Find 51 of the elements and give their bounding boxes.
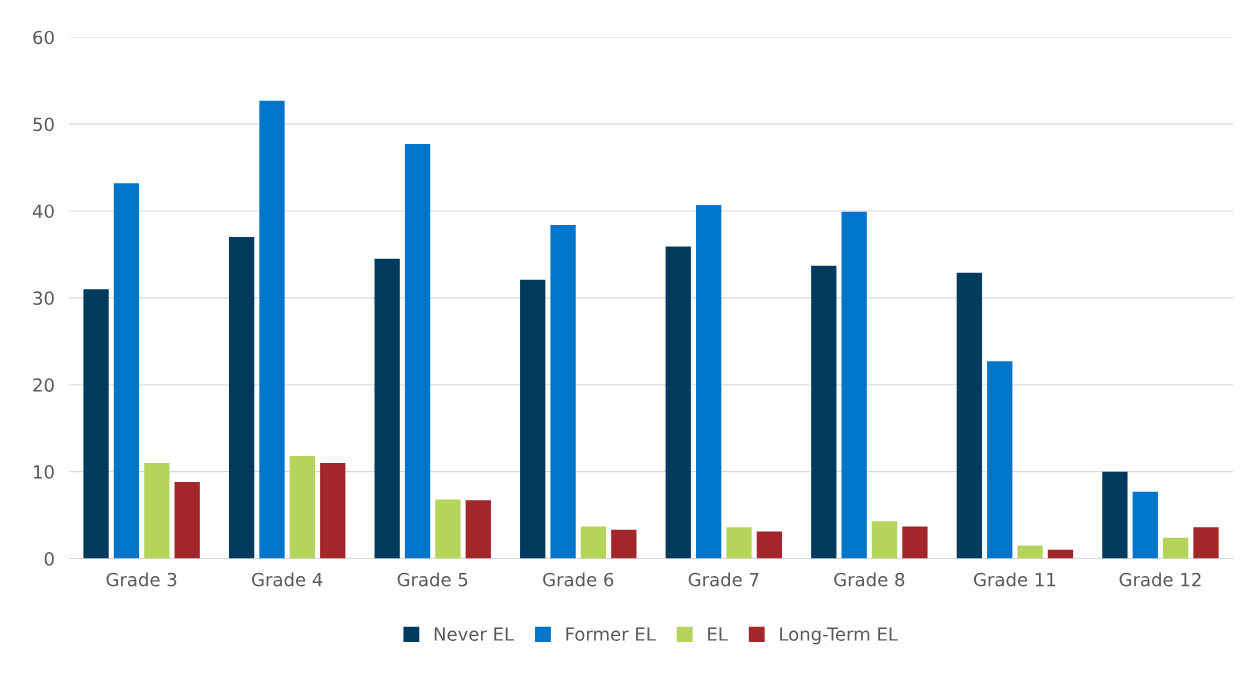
bar <box>611 529 637 559</box>
bar <box>1017 545 1043 559</box>
bar <box>695 204 722 559</box>
bar <box>756 531 783 559</box>
bar <box>871 521 898 559</box>
x-tick-label: Grade 3 <box>106 572 177 587</box>
bar <box>174 482 200 559</box>
bar <box>374 258 400 559</box>
bar <box>902 526 928 559</box>
bar <box>289 456 316 559</box>
bar <box>726 527 752 559</box>
y-tick-label: 40 <box>32 204 54 219</box>
bar <box>580 526 607 559</box>
y-tick-label: 20 <box>33 378 54 392</box>
bar <box>550 224 576 559</box>
x-tick-label: Grade 12 <box>1119 572 1201 587</box>
y-tick-label: 0 <box>44 551 54 566</box>
bar <box>228 237 255 559</box>
bar <box>1162 537 1189 559</box>
bar <box>144 462 170 559</box>
x-tick-label: Grade 7 <box>688 572 759 587</box>
bar <box>404 144 431 559</box>
y-tick-label: 30 <box>33 291 54 305</box>
bar <box>665 246 691 559</box>
bar <box>465 500 491 559</box>
x-tick-label: Grade 11 <box>974 572 1056 587</box>
x-tick-label: Grade 4 <box>252 572 323 587</box>
bar <box>987 361 1013 559</box>
legend-label: Long-Term EL <box>780 627 898 645</box>
bar <box>435 499 461 559</box>
bar <box>841 211 867 559</box>
x-tick-label: Grade 8 <box>834 572 905 587</box>
bar <box>320 462 346 559</box>
bar <box>259 100 285 559</box>
bar <box>1132 491 1158 559</box>
bar <box>1102 471 1128 559</box>
x-tick-label: Grade 6 <box>543 572 614 587</box>
y-tick-label: 60 <box>33 30 54 45</box>
bar <box>1193 527 1219 559</box>
legend-label: EL <box>708 627 728 641</box>
y-tick-label: 50 <box>33 117 54 132</box>
bar <box>113 183 140 559</box>
legend-label: Former EL <box>566 627 656 641</box>
bar <box>520 279 546 559</box>
bar <box>811 265 837 559</box>
bar <box>1047 549 1074 559</box>
legend-label: Never EL <box>434 627 514 641</box>
bar <box>956 272 982 559</box>
bar <box>83 289 109 559</box>
x-tick-label: Grade 5 <box>397 572 468 587</box>
y-tick-label: 10 <box>33 465 54 479</box>
